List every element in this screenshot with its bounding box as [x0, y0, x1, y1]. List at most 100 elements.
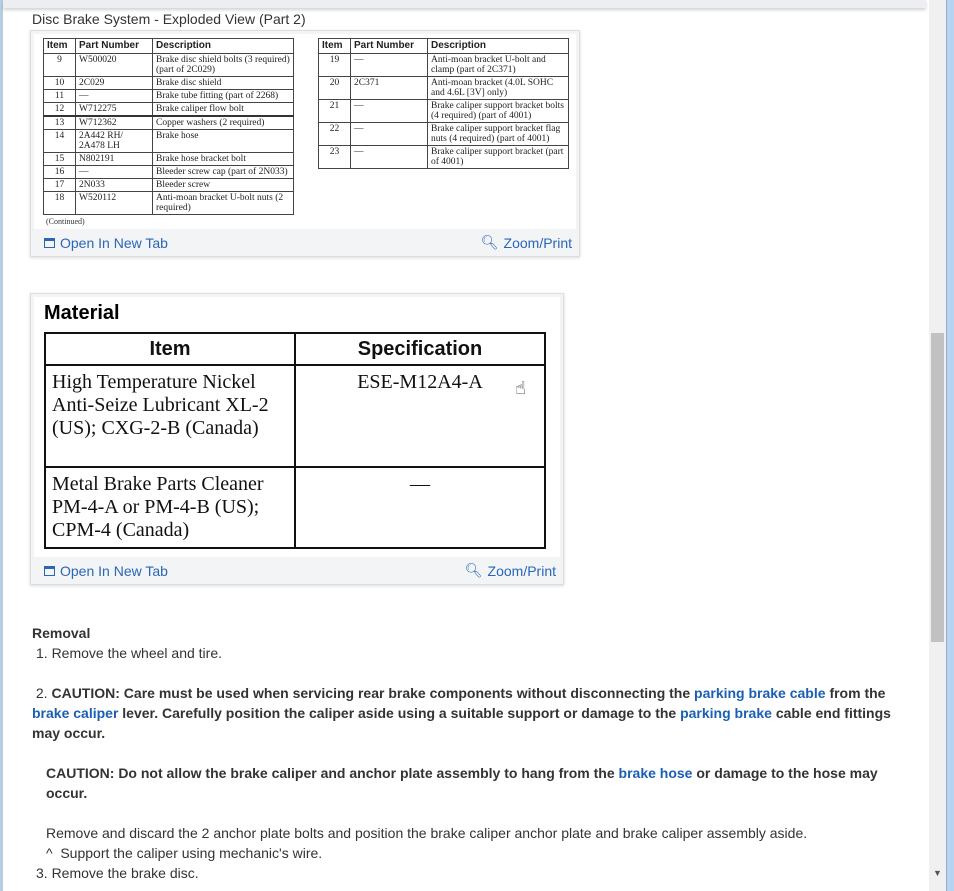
caution-text: or damage to the hose may occur. — [46, 765, 878, 801]
cell-description: Anti-moan bracket U-bolt nuts (2 require… — [152, 191, 294, 215]
cell-item: 11 — [43, 89, 76, 103]
continued-note: (Continued) — [46, 217, 85, 226]
cell-item: 20 — [318, 76, 351, 100]
table-row: 9 W500020 Brake disc shield bolts (3 requi… — [43, 53, 294, 77]
col-item: Item — [44, 332, 296, 366]
table-row: 22— Brake caliper support bracket flag nu… — [318, 122, 569, 146]
caution-text: CAUTION: Care must be used when servicin… — [51, 685, 691, 701]
material-table-image: Material Item Specification High Tempera… — [34, 297, 560, 557]
table-row: 11— Brake tube fitting (part of 2268) — [43, 89, 294, 103]
col-part-number: Part Number — [350, 38, 428, 54]
caution-2: CAUTION: Do not allow the brake caliper … — [32, 763, 892, 803]
table-row: 16— Bleeder screw cap (part of 2N033) — [43, 165, 294, 179]
col-item: Item — [43, 38, 76, 54]
figure-footer: Open In New Tab 🔍︎ Zoom/Print — [34, 229, 576, 256]
table-row: 20 2C371 Anti-moan bracket (4.0L SOHC and … — [318, 76, 569, 100]
zoom-print-button[interactable]: 🔍︎ Zoom/Print — [465, 562, 556, 579]
cell-description: Brake caliper support bracket flag nuts … — [427, 122, 569, 146]
cell-part-number: W520112 — [75, 191, 153, 215]
link-brake-caliper[interactable]: brake — [32, 705, 70, 721]
cell-item: 16 — [43, 165, 76, 179]
cell-part-number: 2C371 — [350, 76, 428, 100]
header-bar — [3, 0, 926, 8]
cell-part-number: W712275 — [75, 102, 153, 117]
zoom-in-icon: 🔍︎ — [480, 234, 499, 250]
table-row: Metal Brake Parts Cleaner PM-4-A or PM-4… — [44, 466, 546, 549]
step-1: 1. Remove the wheel and tire. — [36, 645, 222, 661]
step-3: 3. Remove the brake disc. — [36, 865, 199, 881]
figure-caption: Disc Brake System - Exploded View (Part … — [32, 11, 306, 27]
cell-part-number: 2C029 — [75, 76, 153, 90]
table-row: 12 W712275 Brake caliper flow bolt — [43, 102, 294, 117]
scrollbar-thumb[interactable] — [931, 333, 944, 642]
removal-section: Removal 1. Remove the wheel and tire. 2.… — [32, 623, 892, 883]
link-brake-caliper[interactable]: caliper — [73, 705, 119, 721]
open-in-new-tab-button[interactable]: Open In New Tab — [44, 235, 168, 251]
zoom-in-icon: 🔍︎ — [464, 562, 483, 578]
caution-text: from the — [829, 685, 886, 701]
cell-item: 22 — [318, 122, 351, 146]
material-item: High Temperature Nickel Anti-Seize Lubri… — [44, 364, 296, 468]
link-parking-brake-cable[interactable]: parking brake cable — [694, 685, 826, 701]
parts-table-image: Item Part Number Description 9 W500020 Bra… — [34, 34, 576, 229]
cell-description: Brake disc shield bolts (3 required) (pa… — [152, 53, 294, 77]
cell-description: Brake caliper flow bolt — [152, 102, 294, 117]
cell-part-number: — — [350, 145, 428, 169]
zoom-print-button[interactable]: 🔍︎ Zoom/Print — [481, 234, 572, 251]
cell-item: 13 — [43, 115, 76, 130]
step-2-instruction: Remove and discard the 2 anchor plate bo… — [46, 825, 808, 841]
table-row: 15 N802191 Brake hose bracket bolt — [43, 152, 294, 166]
scroll-down-arrow-icon[interactable]: ▼ — [933, 868, 942, 878]
parts-table-right: Item Part Number Description 19— Anti-moa… — [318, 38, 569, 169]
table-row: 19— Anti-moan bracket U-bolt and clamp (p… — [318, 53, 569, 77]
cell-description: Bleeder screw cap (part of 2N033) — [152, 165, 294, 179]
cell-part-number: — — [75, 89, 153, 103]
cell-part-number: N802191 — [75, 152, 153, 166]
figure-exploded-view: Item Part Number Description 9 W500020 Bra… — [30, 30, 580, 257]
cell-part-number: — — [350, 122, 428, 146]
cell-item: 12 — [43, 102, 76, 117]
cell-part-number: — — [350, 53, 428, 77]
section-heading-removal: Removal — [32, 625, 91, 641]
open-in-new-tab-button[interactable]: Open In New Tab — [44, 563, 168, 579]
caution-text: lever. Carefully position the caliper as… — [122, 705, 677, 721]
cell-description: Brake caliper support bracket bolts (4 r… — [427, 99, 569, 123]
material-spec: — — [294, 466, 546, 549]
step-2-substep: ^ Support the caliper using mechanic's w… — [46, 845, 323, 861]
cell-description: Brake tube fitting (part of 2268) — [152, 89, 294, 103]
link-parking-brake[interactable]: parking brake — [680, 705, 772, 721]
material-table: Item Specification High Temperature Nick… — [44, 332, 546, 549]
open-in-new-tab-label: Open In New Tab — [60, 234, 168, 251]
hand-cursor-icon: ☝︎ — [515, 378, 526, 398]
cell-description: Copper washers (2 required) — [152, 115, 294, 130]
zoom-print-label: Zoom/Print — [487, 562, 556, 579]
cell-description: Brake hose — [152, 129, 294, 153]
table-row: 21— Brake caliper support bracket bolts (… — [318, 99, 569, 123]
link-brake-hose[interactable]: brake hose — [618, 765, 693, 781]
material-spec-cell: ESE-M12A4-A ☝︎ — [294, 364, 546, 468]
table-row: High Temperature Nickel Anti-Seize Lubri… — [44, 364, 546, 468]
cell-description: Brake disc shield — [152, 76, 294, 90]
table-row: 18 W520112 Anti-moan bracket U-bolt nuts (… — [43, 191, 294, 215]
new-tab-icon — [44, 237, 55, 248]
cell-description: Bleeder screw — [152, 178, 294, 192]
cell-part-number: 2A442 RH/ 2A478 LH — [75, 129, 153, 153]
table-row: 23— Brake caliper support bracket (part o… — [318, 145, 569, 169]
material-item: Metal Brake Parts Cleaner PM-4-A or PM-4… — [44, 466, 296, 549]
cell-part-number: 2N033 — [75, 178, 153, 192]
open-in-new-tab-label: Open In New Tab — [60, 562, 168, 579]
cell-item: 9 — [43, 53, 76, 77]
cell-item: 17 — [43, 178, 76, 192]
figure-material: Material Item Specification High Tempera… — [30, 293, 564, 585]
cell-description: Brake caliper support bracket (part of 4… — [427, 145, 569, 169]
col-description: Description — [152, 38, 294, 54]
window-border-right — [946, 0, 954, 891]
cell-part-number: W712362 — [75, 115, 153, 130]
figure-footer: Open In New Tab 🔍︎ Zoom/Print — [34, 557, 560, 584]
step-2-caution: 2. CAUTION: Care must be used when servi… — [32, 683, 892, 743]
cell-item: 14 — [43, 129, 76, 153]
parts-table-left: Item Part Number Description 9 W500020 Bra… — [43, 38, 294, 215]
cell-description: Anti-moan bracket (4.0L SOHC and 4.6L [3… — [427, 76, 569, 100]
table-row: 17 2N033 Bleeder screw — [43, 178, 294, 192]
zoom-print-label: Zoom/Print — [503, 234, 572, 251]
